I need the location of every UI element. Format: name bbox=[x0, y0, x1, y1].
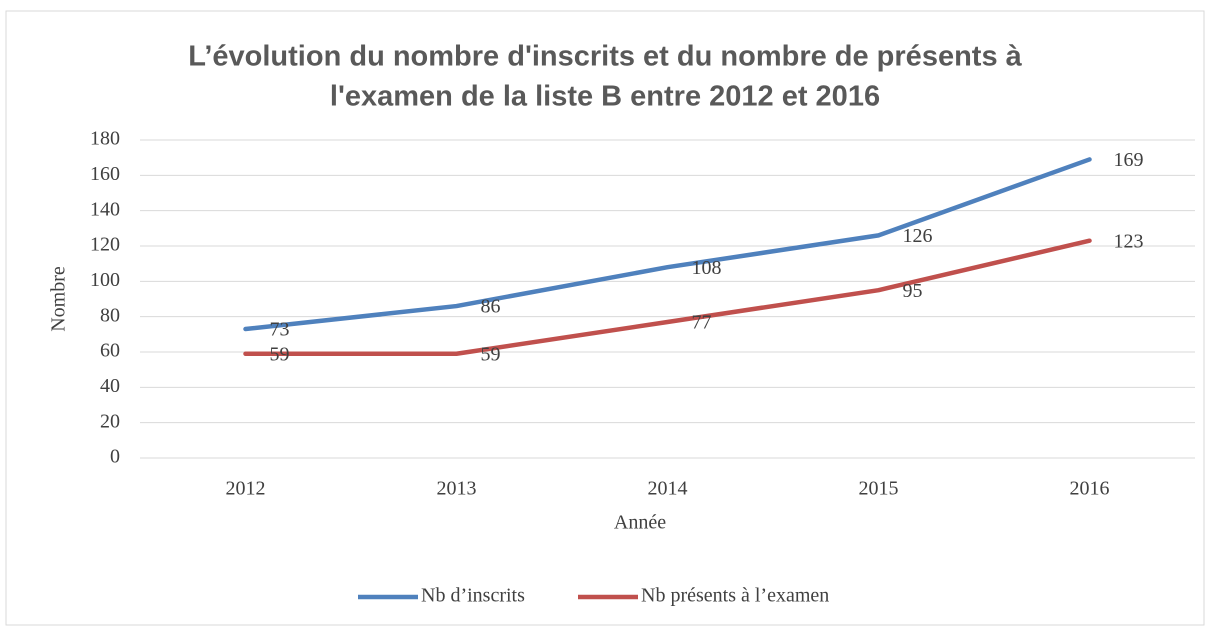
y-tick-label: 20 bbox=[100, 410, 120, 432]
y-tick-label: 180 bbox=[90, 128, 120, 150]
data-label: 86 bbox=[481, 296, 501, 318]
chart-title: l'examen de la liste B entre 2012 et 201… bbox=[330, 81, 880, 113]
data-label: 126 bbox=[903, 225, 933, 247]
x-tick-label: 2016 bbox=[1070, 478, 1110, 500]
x-tick-label: 2012 bbox=[226, 478, 266, 500]
x-tick-label: 2014 bbox=[648, 478, 688, 500]
y-axis-label: Nombre bbox=[48, 266, 70, 332]
y-tick-label: 0 bbox=[110, 446, 120, 468]
y-tick-label: 40 bbox=[100, 375, 120, 397]
data-label: 59 bbox=[481, 343, 501, 365]
data-label: 77 bbox=[692, 312, 712, 334]
data-label: 123 bbox=[1114, 230, 1144, 252]
y-tick-label: 80 bbox=[100, 304, 120, 326]
series-line bbox=[243, 157, 1092, 332]
data-label: 73 bbox=[270, 319, 290, 341]
y-tick-label: 140 bbox=[90, 198, 120, 220]
data-label: 169 bbox=[1114, 149, 1144, 171]
data-label: 108 bbox=[692, 257, 722, 279]
y-tick-label: 60 bbox=[100, 340, 120, 362]
legend-label: Nb présents à l’examen bbox=[641, 585, 829, 607]
series-line bbox=[243, 238, 1092, 357]
legend-label: Nb d’inscrits bbox=[421, 585, 525, 607]
data-label: 59 bbox=[270, 343, 290, 365]
x-tick-label: 2013 bbox=[437, 478, 477, 500]
y-tick-label: 160 bbox=[90, 163, 120, 185]
y-tick-label: 100 bbox=[90, 269, 120, 291]
data-label: 95 bbox=[903, 280, 923, 302]
chart-title: L’évolution du nombre d'inscrits et du n… bbox=[188, 41, 1022, 73]
y-tick-label: 120 bbox=[90, 234, 120, 256]
chart-frame bbox=[5, 10, 1205, 626]
x-tick-label: 2015 bbox=[859, 478, 899, 500]
x-axis-label: Année bbox=[614, 512, 666, 534]
